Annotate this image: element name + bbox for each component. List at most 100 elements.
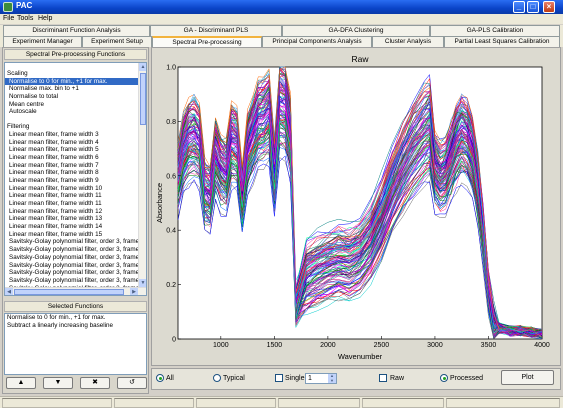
list-item[interactable]: Savitsky-Golay polynomial filter, order … — [9, 261, 146, 269]
menu-tools[interactable]: Tools — [17, 15, 34, 22]
close-button[interactable]: × — [543, 1, 555, 13]
tab-ga-dfa-clustering[interactable]: GA-DFA Clustering — [282, 25, 430, 36]
selected-panel-title: Selected Functions — [4, 301, 147, 312]
tab-ga-discriminant-pls[interactable]: GA - Discriminant PLS — [150, 25, 282, 36]
y-tick-label: 0.4 — [166, 228, 176, 235]
scroll-left-arrow-icon[interactable]: ◀ — [5, 288, 13, 295]
list-item[interactable]: Normalise to 0 for min., +1 for max. — [5, 77, 146, 86]
list-item[interactable]: Savitsky-Golay polynomial filter, order … — [9, 246, 146, 254]
list-item[interactable]: Savitsky-Golay polynomial filter, order … — [9, 276, 146, 284]
plot-controls-bar — [151, 368, 561, 390]
list-item[interactable]: Savitsky-Golay polynomial filter, order … — [9, 253, 146, 261]
list-item[interactable]: Savitsky-Golay polynomial filter, order … — [9, 269, 146, 277]
typical-radio[interactable] — [213, 374, 221, 382]
tab-spectral-pre-processing[interactable]: Spectral Pre-processing — [152, 36, 262, 47]
list-item[interactable]: Normalise to total — [9, 93, 58, 101]
x-tick-label: 3000 — [427, 342, 443, 349]
list-item[interactable]: Linear mean filter, frame width 12 — [9, 207, 103, 215]
spectrum-line — [177, 131, 543, 336]
x-tick-label: 4000 — [534, 342, 550, 349]
list-item[interactable]: Linear mean filter, frame width 10 — [9, 184, 103, 192]
status-cell — [278, 398, 360, 408]
list-item[interactable]: Mean centre — [9, 100, 45, 108]
functions-listbox[interactable]: Scaling Normalise to 0 for min., +1 for … — [4, 62, 147, 296]
scaling-header: Scaling — [7, 70, 28, 77]
undo-button[interactable]: ↺ — [117, 377, 147, 389]
spectrum-line — [177, 79, 543, 340]
move-down-button[interactable]: ▼ — [43, 377, 73, 389]
scroll-thumb[interactable] — [140, 73, 146, 125]
menu-bar: File Tools Help — [0, 14, 563, 24]
spectrum-line — [177, 118, 543, 339]
spectrum-line — [177, 73, 543, 331]
single-spinner-value: 1 — [308, 375, 312, 382]
list-item[interactable]: Subtract a linearly increasing baseline — [7, 321, 114, 329]
y-tick-label: 0 — [172, 337, 176, 344]
list-item[interactable]: Linear mean filter, frame width 13 — [9, 215, 103, 223]
list-item[interactable]: Normalise max. bin to +1 — [9, 85, 79, 93]
spinner-arrows-icon[interactable]: ▲ ▼ — [328, 373, 336, 383]
left-panel: Spectral Pre-processing Functions Scalin… — [2, 47, 149, 394]
spectrum-line — [177, 66, 543, 339]
filtering-header: Filtering — [7, 123, 30, 131]
list-item[interactable]: Autoscale — [9, 108, 37, 116]
tab-discriminant-function-analysis[interactable]: Discriminant Function Analysis — [3, 25, 150, 36]
remove-button[interactable]: ✖ — [80, 377, 110, 389]
tab-experiment-setup[interactable]: Experiment Setup — [82, 36, 152, 47]
scroll-up-arrow-icon[interactable]: ▲ — [139, 63, 146, 71]
list-item[interactable]: Linear mean filter, frame width 7 — [9, 161, 99, 169]
functions-vertical-scrollbar[interactable]: ▲ ▼ — [138, 63, 146, 295]
all-radio[interactable] — [156, 374, 164, 382]
raw-checkbox[interactable] — [379, 374, 387, 382]
status-cell — [2, 398, 112, 408]
spectrum-line — [177, 143, 543, 340]
spectrum-line — [177, 155, 543, 340]
y-tick-label: 0.8 — [166, 119, 176, 126]
processed-radio[interactable] — [440, 374, 448, 382]
list-item[interactable]: Linear mean filter, frame width 14 — [9, 223, 103, 231]
x-tick-label: 1500 — [267, 342, 283, 349]
tab-principal-components-analysis[interactable]: Principal Components Analysis — [262, 36, 372, 47]
menu-file[interactable]: File — [3, 15, 15, 22]
status-cell — [446, 398, 560, 408]
tab-cluster-analysis[interactable]: Cluster Analysis — [372, 36, 444, 47]
app-icon — [3, 2, 13, 12]
selected-functions-listbox[interactable]: Normalise to 0 for min., +1 for max. Sub… — [4, 313, 147, 375]
list-item[interactable]: Linear mean filter, frame width 6 — [9, 153, 99, 161]
list-item[interactable]: Linear mean filter, frame width 5 — [9, 146, 99, 154]
spectrum-line — [177, 86, 543, 340]
single-checkbox[interactable] — [275, 374, 283, 382]
move-up-button[interactable]: ▲ — [6, 377, 36, 389]
tab-ga-pls-calibration[interactable]: GA-PLS Calibration — [430, 25, 560, 36]
list-item[interactable]: Linear mean filter, frame width 8 — [9, 169, 99, 177]
spectrum-line — [177, 81, 543, 335]
tab-row-upper: Discriminant Function Analysis GA - Disc… — [0, 25, 563, 36]
plot-button[interactable]: Plot — [501, 370, 554, 385]
list-item[interactable]: Linear mean filter, frame width 11 — [9, 200, 102, 207]
list-item[interactable]: Linear mean filter, frame width 15 — [9, 230, 103, 238]
spectra-curves — [177, 66, 543, 340]
hscroll-thumb[interactable] — [14, 289, 124, 295]
tab-experiment-manager[interactable]: Experiment Manager — [3, 36, 82, 47]
list-item[interactable]: Linear mean filter, frame width 11 — [9, 192, 102, 200]
single-spinner[interactable]: 1 ▲ ▼ — [305, 373, 337, 384]
raw-label: Raw — [390, 375, 405, 382]
functions-horizontal-scrollbar[interactable]: ◀ ▶ — [5, 287, 146, 295]
list-item[interactable]: Linear mean filter, frame width 3 — [9, 130, 99, 138]
list-item[interactable]: Normalise to 0 for min., +1 for max. — [7, 314, 106, 321]
axes: 1000 1500 2000 2500 3000 3500 4000 0 0.2 0.4 0.6 0.… — [166, 65, 550, 350]
list-item[interactable]: Linear mean filter, frame width 9 — [9, 176, 99, 184]
menu-help[interactable]: Help — [38, 15, 53, 22]
status-cell — [362, 398, 444, 408]
single-label: Single — [285, 375, 305, 382]
tab-partial-least-squares-calibration[interactable]: Partial Least Squares Calibration — [444, 36, 560, 47]
maximize-button[interactable]: □ — [527, 1, 539, 13]
list-item[interactable]: Linear mean filter, frame width 4 — [9, 138, 99, 146]
chart-title: Raw — [351, 54, 369, 64]
tab-row-lower: Experiment Manager Experiment Setup Spec… — [0, 36, 563, 47]
scroll-down-arrow-icon[interactable]: ▼ — [139, 279, 146, 287]
list-item[interactable]: Savitsky-Golay polynomial filter, order … — [9, 238, 146, 246]
scroll-right-arrow-icon[interactable]: ▶ — [130, 288, 138, 295]
minimize-button[interactable]: _ — [513, 1, 525, 13]
x-axis-label: Wavenumber — [338, 352, 383, 361]
